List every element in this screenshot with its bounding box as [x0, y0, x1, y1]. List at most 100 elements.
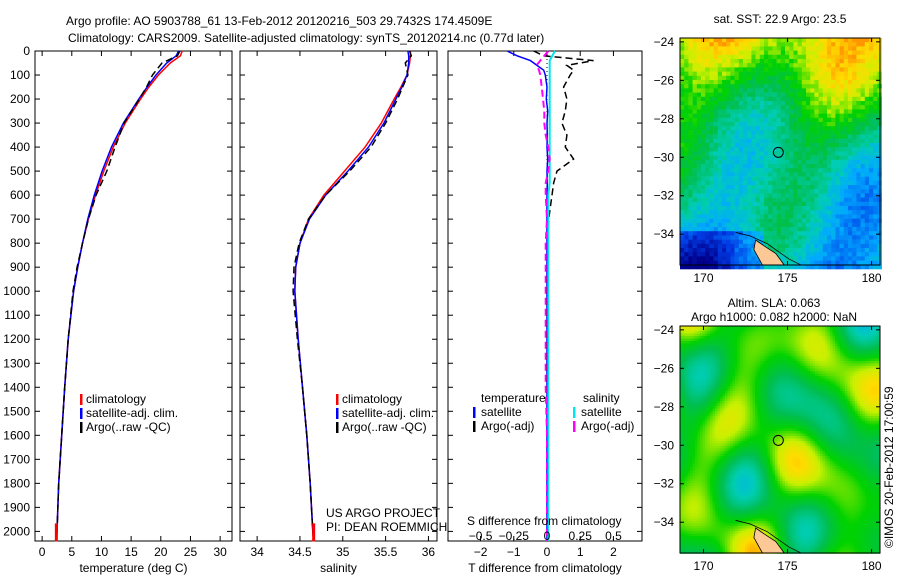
- y-tick-label: 700: [10, 212, 30, 226]
- x-axis-label: T difference from climatology: [468, 561, 622, 575]
- y-tick-label: −34: [654, 515, 675, 529]
- x-tick-label: 180: [862, 559, 882, 573]
- legend-swatch: [473, 421, 476, 432]
- legend-label: Argo(..raw -QC): [86, 420, 171, 434]
- y-tick-label: 1000: [3, 284, 30, 298]
- s-tick-label: −0.5: [469, 529, 493, 543]
- y-tick-label: 1900: [3, 500, 30, 514]
- plot-frame: [35, 51, 232, 541]
- legend-swatch: [336, 408, 339, 419]
- y-tick-label: −30: [654, 438, 675, 452]
- s-tick-label: 0.25: [569, 529, 593, 543]
- y-tick-label: −26: [654, 361, 675, 375]
- legend-label: climatology: [86, 392, 146, 406]
- y-tick-label: 1300: [3, 356, 30, 370]
- x-tick-label: 2: [610, 545, 617, 559]
- legend-swatch: [573, 421, 576, 432]
- map-title: sat. SST: 22.9 Argo: 23.5: [714, 12, 847, 26]
- s-tick-label: −0.25: [499, 529, 530, 543]
- x-tick-label: 170: [694, 271, 714, 285]
- y-tick-label: 1600: [3, 428, 30, 442]
- map-heatmap: [680, 326, 880, 554]
- legend-label: satellite: [581, 405, 622, 419]
- x-tick-label: 1: [577, 545, 584, 559]
- y-tick-label: −32: [654, 189, 675, 203]
- x-axis-label: salinity: [320, 561, 357, 575]
- x-tick-label: 10: [95, 545, 109, 559]
- legend-label: satellite-adj. clim.: [86, 406, 178, 420]
- y-tick-label: 1500: [3, 404, 30, 418]
- y-tick-label: 1700: [3, 452, 30, 466]
- s-tick-label: 0: [544, 529, 551, 543]
- x-tick-label: 30: [213, 545, 227, 559]
- x-tick-label: 35.5: [374, 545, 398, 559]
- y-tick-label: 100: [10, 68, 30, 82]
- y-tick-label: 0: [23, 44, 30, 58]
- map-title: Altim. SLA: 0.063: [728, 296, 821, 310]
- legend-swatch: [80, 422, 83, 433]
- y-tick-label: −26: [654, 73, 675, 87]
- x-tick-label: −1: [507, 545, 521, 559]
- bottom-marker: [55, 523, 58, 541]
- plot-frame: [240, 51, 437, 541]
- legend-swatch: [573, 407, 576, 418]
- x-tick-label: 25: [184, 545, 198, 559]
- legend-title: temperature: [481, 391, 546, 405]
- y-tick-label: 400: [10, 140, 30, 154]
- y-tick-label: 500: [10, 164, 30, 178]
- x-tick-label: 0: [39, 545, 46, 559]
- x-tick-label: 34.5: [288, 545, 312, 559]
- y-tick-label: 1100: [4, 308, 30, 322]
- y-tick-label: 600: [10, 188, 30, 202]
- map-heatmap: [680, 38, 882, 269]
- x-tick-label: 36: [422, 545, 436, 559]
- map-subtitle: Argo h1000: 0.082 h2000: NaN: [691, 310, 857, 324]
- legend-label: satellite: [481, 405, 522, 419]
- legend-swatch: [80, 408, 83, 419]
- y-tick-label: 1800: [3, 476, 30, 490]
- x-tick-label: 0: [544, 545, 551, 559]
- y-tick-label: −24: [654, 323, 675, 337]
- x-tick-label: 180: [862, 271, 882, 285]
- y-tick-label: 800: [10, 236, 30, 250]
- x-tick-label: 20: [154, 545, 168, 559]
- pi-credit: PI: DEAN ROEMMICH: [326, 520, 447, 534]
- s-axis-label: S difference from climatology: [467, 514, 622, 528]
- y-tick-label: 300: [10, 116, 30, 130]
- legend-swatch: [336, 422, 339, 433]
- y-tick-label: −34: [654, 227, 675, 241]
- y-tick-label: −28: [654, 400, 675, 414]
- project-credit: US ARGO PROJECT: [326, 506, 441, 520]
- x-tick-label: 175: [778, 271, 798, 285]
- y-tick-label: −30: [654, 150, 675, 164]
- title-line-1: Argo profile: AO 5903788_61 13-Feb-2012 …: [66, 14, 492, 28]
- x-tick-label: 175: [778, 559, 798, 573]
- y-tick-label: −28: [654, 112, 675, 126]
- imos-footer: ©IMOS 20-Feb-2012 17:00:59: [882, 386, 896, 548]
- legend-swatch: [80, 394, 83, 405]
- x-tick-label: −2: [474, 545, 488, 559]
- difference-panel: −2 −1 0 1 2 T difference from climatology temp…: [448, 51, 642, 575]
- legend-label: Argo(..raw -QC): [342, 420, 427, 434]
- y-tick-label: −24: [654, 35, 675, 49]
- legend-label: satellite-adj. clim.: [342, 406, 434, 420]
- legend-label: Argo(-adj): [481, 419, 534, 433]
- bottom-marker: [312, 523, 315, 541]
- legend-title: salinity: [583, 391, 620, 405]
- x-tick-label: 5: [68, 545, 75, 559]
- title-line-2: Climatology: CARS2009. Satellite-adjuste…: [68, 31, 544, 45]
- x-axis-label: temperature (deg C): [79, 561, 187, 575]
- y-tick-label: −32: [654, 477, 675, 491]
- legend-label: climatology: [342, 392, 402, 406]
- legend-label: Argo(-adj): [581, 419, 634, 433]
- legend-swatch: [473, 407, 476, 418]
- y-tick-label: 2000: [3, 524, 30, 538]
- x-tick-label: 170: [694, 559, 714, 573]
- x-tick-label: 35: [336, 545, 350, 559]
- y-tick-label: 1200: [3, 332, 30, 346]
- s-tick-label: 0.5: [605, 529, 622, 543]
